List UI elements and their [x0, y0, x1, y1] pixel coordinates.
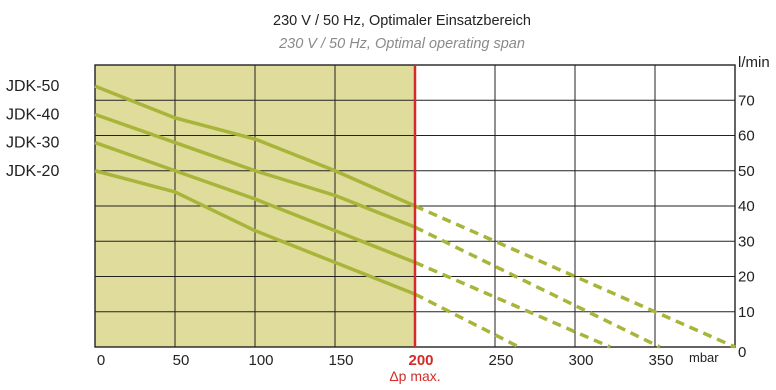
series-line-dashed-jdk-50: [414, 204, 736, 349]
chart-title: 230 V / 50 Hz, Optimaler Einsatzbereich: [273, 13, 531, 29]
legend: JDK-50 JDK-40 JDK-30 JDK-20: [6, 78, 59, 180]
series-line-dashed-jdk-20: [414, 292, 520, 349]
legend-entry-jdk-30: JDK-30: [6, 135, 59, 152]
legend-entry-jdk-20: JDK-20: [6, 163, 59, 180]
x-tick-label: 350: [648, 352, 673, 369]
y-tick-label: 0: [738, 344, 746, 361]
chart-subtitle: 230 V / 50 Hz, Optimal operating span: [278, 36, 525, 52]
y-axis-ticks: 0 10 20 30 40 50 60 70: [738, 92, 755, 361]
series-line-dashed-jdk-40: [414, 225, 661, 349]
y-tick-label: 10: [738, 304, 755, 321]
x-axis-unit-label: mbar: [689, 350, 719, 365]
y-tick-label: 30: [738, 233, 755, 250]
x-tick-label: 200: [408, 352, 433, 369]
y-tick-label: 70: [738, 92, 755, 109]
x-axis-ticks: 0 50 100 150 200 250 300 350: [97, 352, 674, 369]
y-tick-label: 50: [738, 163, 755, 180]
x-tick-label: 150: [328, 352, 353, 369]
y-tick-label: 20: [738, 269, 755, 286]
series-line-solid-jdk-20: [94, 169, 416, 296]
legend-entry-jdk-40: JDK-40: [6, 106, 59, 123]
series-line-solid-jdk-50: [94, 84, 416, 208]
series-layer: [94, 84, 736, 349]
x-tick-label: 250: [488, 352, 513, 369]
x-tick-label: 300: [568, 352, 593, 369]
series-line-dashed-jdk-30: [414, 260, 611, 349]
x-tick-label: 100: [248, 352, 273, 369]
x-tick-label: 0: [97, 352, 105, 369]
legend-entry-jdk-50: JDK-50: [6, 78, 59, 95]
max-pressure-label: Δp max.: [389, 368, 440, 384]
y-axis-unit-label: l/min: [738, 54, 770, 71]
y-tick-label: 40: [738, 198, 755, 215]
y-tick-label: 60: [738, 128, 755, 145]
series-line-solid-jdk-40: [94, 112, 416, 229]
series-line-solid-jdk-30: [94, 140, 416, 265]
x-tick-label: 50: [173, 352, 190, 369]
